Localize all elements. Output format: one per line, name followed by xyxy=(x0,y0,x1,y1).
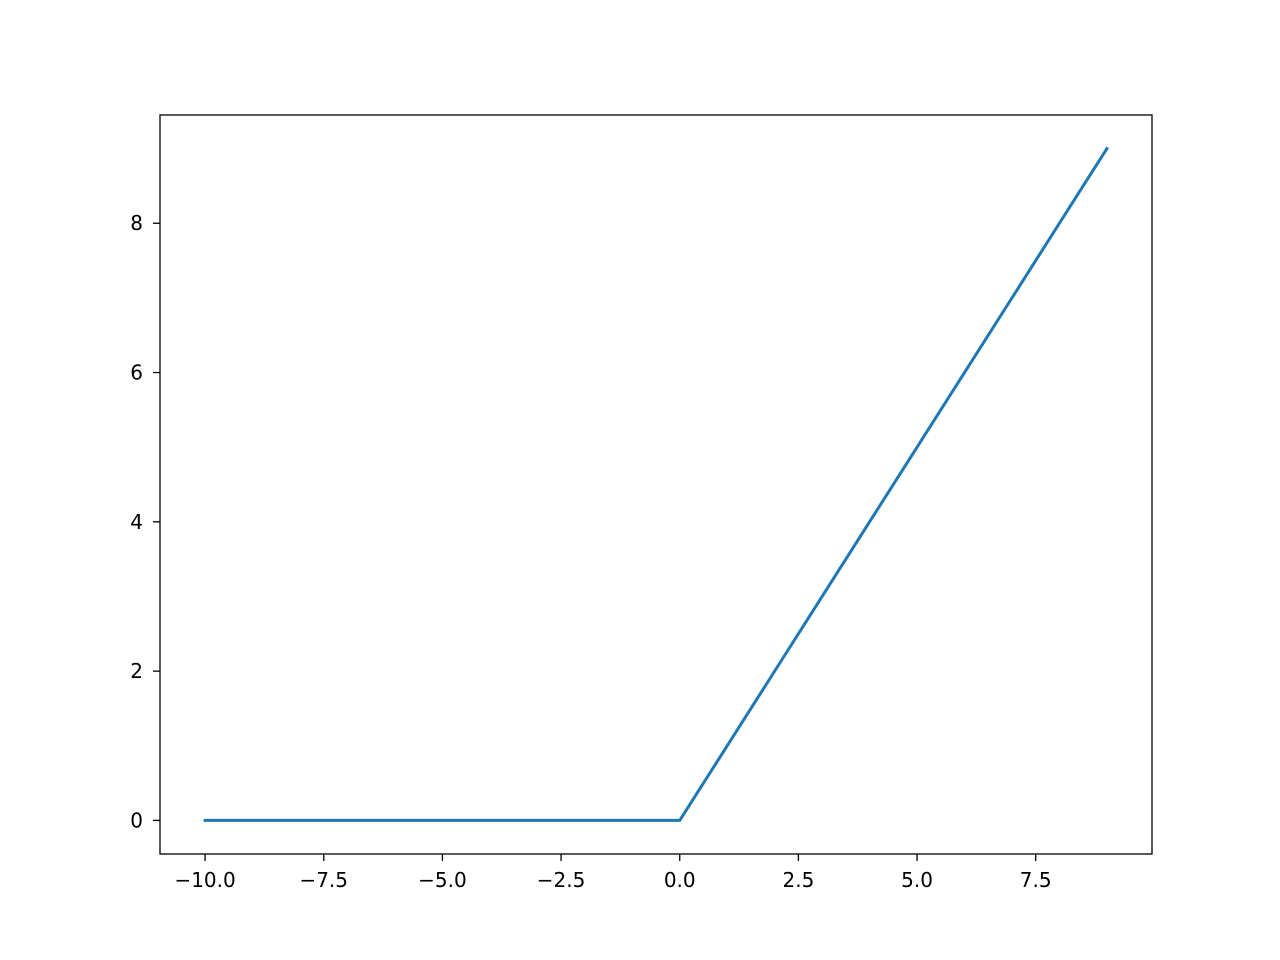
x-tick-label: 5.0 xyxy=(901,868,933,892)
y-tick-label: 6 xyxy=(130,361,143,385)
x-tick-label: 7.5 xyxy=(1020,868,1052,892)
y-tick-label: 0 xyxy=(130,808,143,832)
x-tick-label: 2.5 xyxy=(782,868,814,892)
x-tick-label: 0.0 xyxy=(664,868,696,892)
y-tick-label: 8 xyxy=(130,211,143,235)
y-tick-label: 2 xyxy=(130,659,143,683)
x-tick-label: −5.0 xyxy=(418,868,467,892)
x-tick-label: −10.0 xyxy=(174,868,235,892)
series-line xyxy=(203,146,1109,822)
x-tick-label: −7.5 xyxy=(299,868,348,892)
y-tick-label: 4 xyxy=(130,510,143,534)
axes-frame xyxy=(159,114,1153,855)
x-tick-label: −2.5 xyxy=(537,868,586,892)
